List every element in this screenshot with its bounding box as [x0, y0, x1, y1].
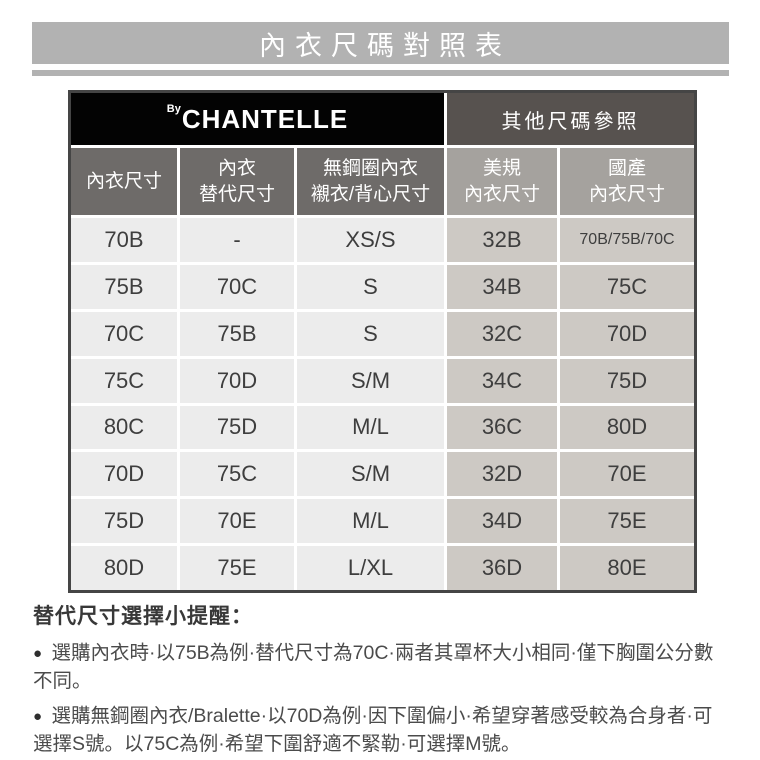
- table-cell: S/M: [297, 452, 444, 497]
- table-cell: 36D: [447, 546, 557, 590]
- table-cell: 34D: [447, 499, 557, 544]
- table-cell: 75B: [180, 311, 294, 356]
- table-cell: 75C: [71, 358, 177, 403]
- table-cell: 70E: [180, 499, 294, 544]
- title-underline: [32, 70, 729, 76]
- page-title: 內衣尺碼對照表: [32, 22, 729, 64]
- table-cell: 70D: [71, 452, 177, 497]
- table-cell: L/XL: [297, 546, 444, 590]
- table-cell: 32D: [447, 452, 557, 497]
- column-header-bra-size: 內衣尺寸: [71, 148, 177, 215]
- table-cell: M/L: [297, 499, 444, 544]
- table-cell: 70B: [71, 218, 177, 262]
- table-cell: S: [297, 311, 444, 356]
- table-cell: 70D: [180, 358, 294, 403]
- table-cell: -: [180, 218, 294, 262]
- table-cell: 75B: [71, 264, 177, 309]
- table-cell: S: [297, 264, 444, 309]
- notes-heading: 替代尺寸選擇小提醒：: [33, 605, 253, 628]
- table-cell: 32C: [447, 311, 557, 356]
- table-cell: XS/S: [297, 218, 444, 262]
- table-cell: 70E: [560, 452, 694, 497]
- table-cell: S/M: [297, 358, 444, 403]
- brand-header-cell: By CHANTELLE: [71, 93, 444, 145]
- column-header-wireless-size: 無鋼圈內衣 襯衣/背心尺寸: [297, 148, 444, 215]
- table-cell: 80D: [560, 405, 694, 450]
- table-cell: 80C: [71, 405, 177, 450]
- other-ref-header-cell: 其他尺碼參照: [447, 93, 694, 145]
- table-cell: 34B: [447, 264, 557, 309]
- table-cell: M/L: [297, 405, 444, 450]
- bullet-icon: ●: [33, 708, 43, 726]
- table-cell: 70C: [71, 311, 177, 356]
- table-cell: 75C: [180, 452, 294, 497]
- note-item: ● 選購無鋼圈內衣/Bralette·以70D為例·因下圍偏小·希望穿著感受較為…: [33, 705, 713, 756]
- column-header-alt-size: 內衣 替代尺寸: [180, 148, 294, 215]
- table-cell: 80D: [71, 546, 177, 590]
- brand-by-label: By: [166, 103, 181, 115]
- table-cell: 70B/75B/70C: [560, 218, 694, 262]
- bullet-icon: ●: [33, 645, 43, 662]
- table-cell: 80E: [560, 546, 694, 590]
- table-cell: 75E: [180, 546, 294, 590]
- table-cell: 75D: [180, 405, 294, 450]
- table-cell: 36C: [447, 405, 557, 450]
- brand-name-label: CHANTELLE: [181, 103, 349, 134]
- notes-section: 替代尺寸選擇小提醒： ● 選購內衣時·以75B為例·替代尺寸為70C·兩者其罩杯…: [33, 600, 730, 760]
- table-cell: 75D: [560, 358, 694, 403]
- table-cell: 75E: [560, 499, 694, 544]
- table-cell: 70C: [180, 264, 294, 309]
- table-cell: 32B: [447, 218, 557, 262]
- note-item: ● 選購內衣時·以75B為例·替代尺寸為70C·兩者其罩杯大小相同·僅下胸圍公分…: [33, 642, 714, 692]
- table-cell: 75C: [560, 264, 694, 309]
- size-comparison-table: By CHANTELLE 其他尺碼參照 內衣尺寸 內衣 替代尺寸 無鋼圈內衣 襯…: [68, 90, 697, 593]
- column-header-us-size: 美規 內衣尺寸: [447, 148, 557, 215]
- table-cell: 75D: [71, 499, 177, 544]
- column-header-domestic-size: 國產 內衣尺寸: [560, 148, 694, 215]
- table-cell: 70D: [560, 311, 694, 356]
- table-cell: 34C: [447, 358, 557, 403]
